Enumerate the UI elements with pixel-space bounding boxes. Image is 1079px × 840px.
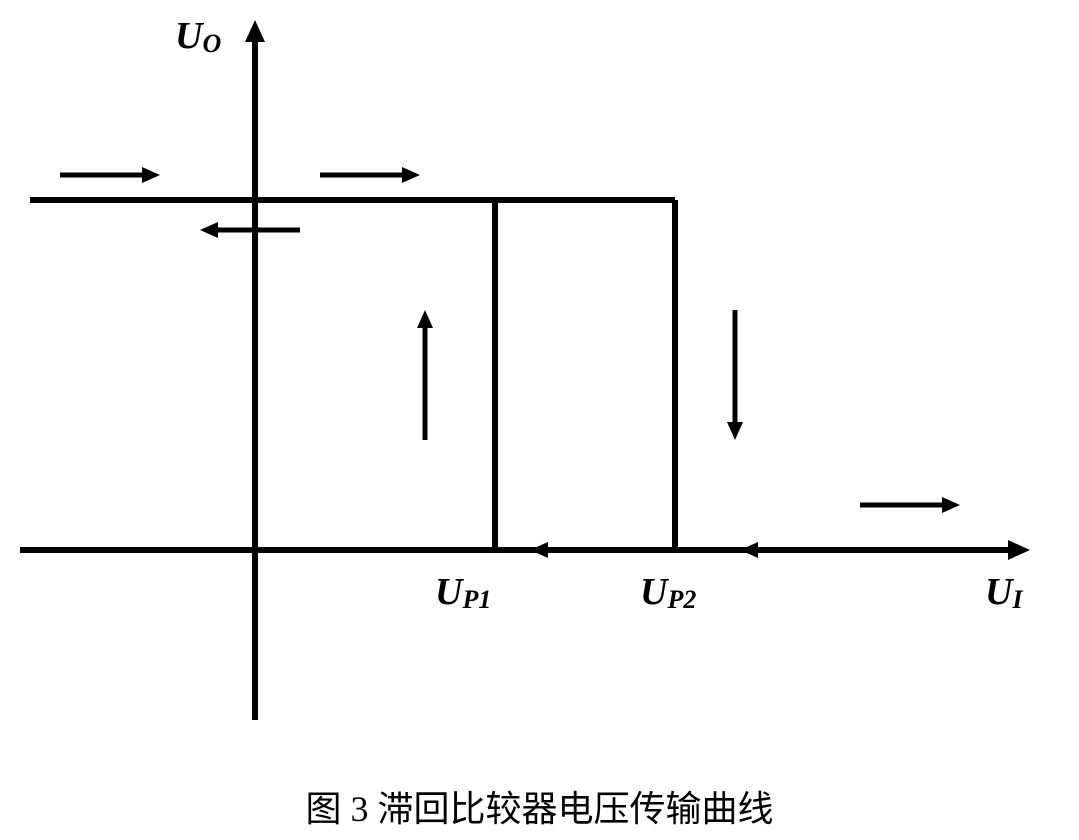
up2-sub: P2 xyxy=(667,585,696,614)
x-axis-label: UI xyxy=(985,570,1023,615)
up2-main: U xyxy=(640,571,667,613)
threshold-label-up1: UP1 xyxy=(435,570,491,615)
threshold-label-up2: UP2 xyxy=(640,570,696,615)
x-axis-label-main: U xyxy=(985,571,1012,613)
x-axis-label-sub: I xyxy=(1012,585,1022,614)
caption-text: 图 3 滞回比较器电压传输曲线 xyxy=(305,789,773,829)
hysteresis-diagram xyxy=(0,0,1079,840)
up1-main: U xyxy=(435,571,462,613)
y-axis-label-main: U xyxy=(175,15,202,57)
up1-sub: P1 xyxy=(462,585,491,614)
y-axis-label: UO xyxy=(175,14,221,59)
y-axis-label-sub: O xyxy=(202,29,221,58)
figure-caption: 图 3 滞回比较器电压传输曲线 xyxy=(0,780,1079,832)
figure-container: UO UI UP1 UP2 图 3 滞回比较器电压传输曲线 xyxy=(0,0,1079,840)
